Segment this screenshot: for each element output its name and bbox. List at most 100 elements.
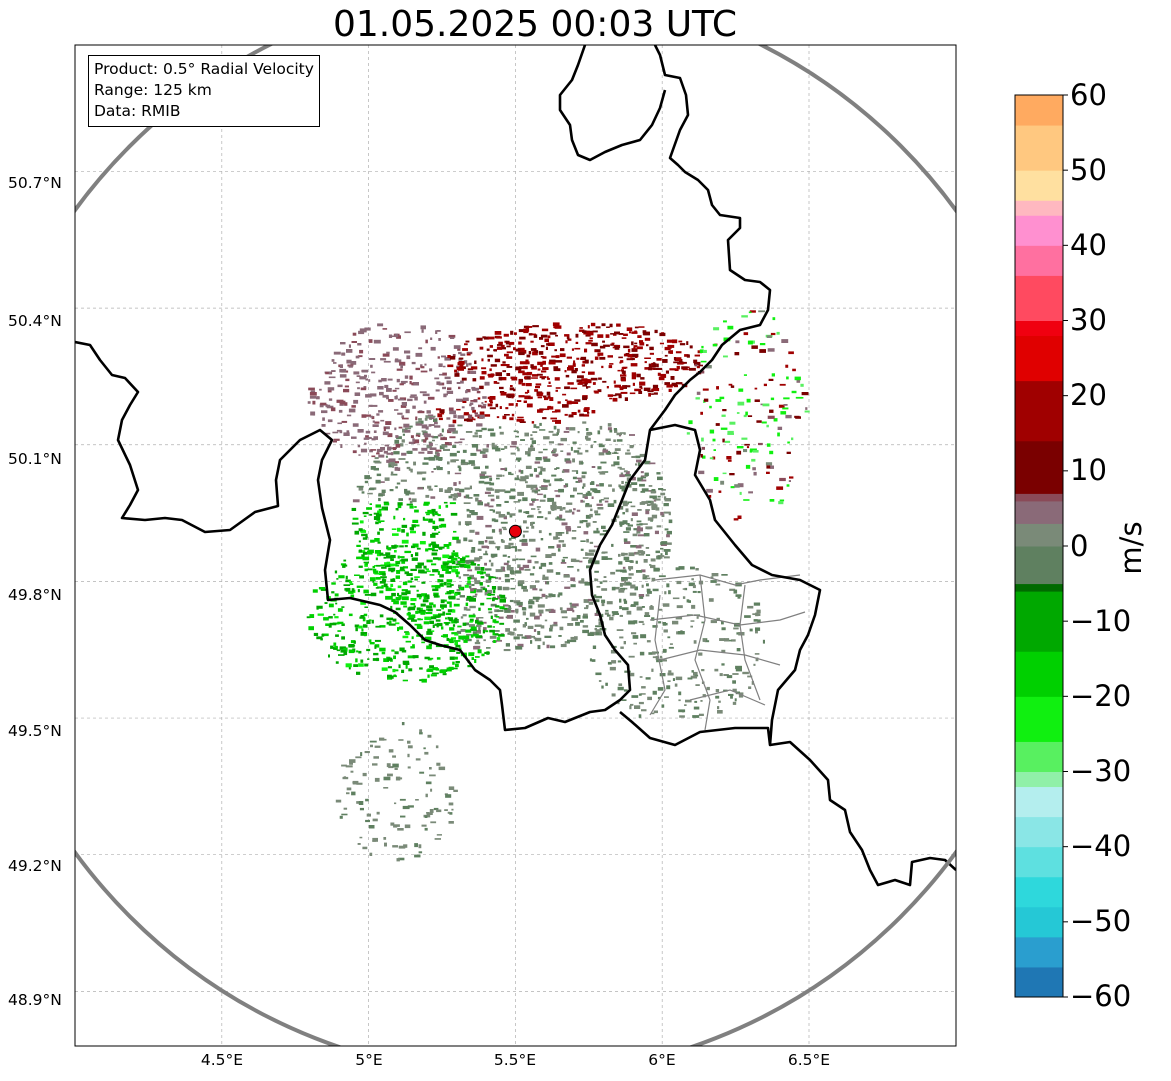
echo-gate [449,603,452,608]
echo-gate [356,585,364,588]
echo-gate [557,428,560,433]
echo-gate [378,521,382,524]
echo-gate [416,589,419,592]
echo-gate [449,590,455,594]
echo-gate [364,327,371,331]
echo-gate [664,354,668,357]
echo-gate [321,424,326,427]
echo-gate [622,607,629,611]
echo-gate [651,668,654,672]
echo-gate [533,334,538,338]
echo-gate [450,512,458,516]
echo-gate [478,607,481,611]
echo-gate [738,388,744,392]
echo-gate [547,405,552,409]
echo-gate [715,695,720,699]
echo-gate [439,373,445,376]
echo-gate [527,625,534,629]
echo-gate [350,361,357,365]
echo-gate [532,501,535,503]
echo-gate [607,423,612,427]
echo-gate [618,333,624,335]
echo-gate [418,569,425,574]
echo-gate [424,437,429,440]
echo-gate [430,788,433,792]
echo-gate [483,336,489,340]
echo-gate [500,521,508,524]
echo-gate [462,400,467,403]
product-info-box: Product: 0.5° Radial Velocity Range: 125… [88,55,320,127]
echo-gate [434,838,441,840]
echo-gate [449,452,457,457]
echo-gate [593,441,597,443]
echo-gate [458,584,462,589]
echo-gate [364,475,370,480]
echo-gate [423,400,427,404]
echo-gate [420,471,427,474]
echo-gate [540,467,546,472]
echo-gate [516,634,523,637]
echo-gate [795,416,801,419]
echo-gate [414,578,418,581]
echo-gate [446,390,454,394]
echo-gate [404,824,411,829]
echo-gate [535,386,540,389]
echo-gate [517,564,521,568]
echo-gate [388,463,394,468]
echo-gate [598,443,603,447]
echo-gate [533,468,537,472]
echo-gate [499,458,502,462]
echo-gate [513,600,521,604]
echo-gate [545,346,548,350]
echo-gate [588,339,593,342]
echo-gate [342,564,348,567]
echo-gate [423,596,427,600]
echo-gate [494,614,498,617]
echo-gate [647,590,652,594]
echo-gate [480,576,485,579]
echo-gate [465,622,470,626]
echo-gate [407,611,411,616]
echo-gate [474,593,478,596]
echo-gate [549,332,557,335]
echo-gate [513,347,516,351]
echo-gate [534,490,538,493]
echo-gate [450,584,454,586]
echo-gate [563,643,567,647]
echo-gate [557,594,560,598]
echo-gate [395,622,400,625]
echo-gate [465,629,472,633]
echo-gate [487,585,490,587]
echo-gate [678,699,681,702]
echo-gate [484,414,491,417]
echo-gate [560,610,567,614]
echo-gate [562,469,570,473]
echo-gate [381,566,387,569]
echo-gate [674,357,682,362]
echo-gate [592,382,596,385]
echo-gate [365,535,368,539]
echo-gate [753,663,756,666]
echo-gate [743,374,747,376]
echo-gate [368,552,372,555]
echo-gate [458,386,461,390]
echo-gate [394,387,400,390]
echo-gate [733,589,738,594]
echo-gate [582,615,588,619]
echo-gate [473,418,476,421]
echo-gate [395,486,398,489]
echo-gate [392,563,398,566]
echo-gate [371,619,374,624]
echo-gate [651,617,655,621]
echo-gate [500,377,507,381]
echo-gate [491,446,497,450]
echo-gate [360,659,364,663]
echo-gate [496,346,503,350]
echo-gate [419,732,423,735]
echo-gate [530,348,537,351]
echo-gate [483,621,487,624]
echo-gate [457,424,463,427]
echo-gate [404,375,409,379]
echo-gate [348,649,355,654]
echo-gate [425,511,433,514]
